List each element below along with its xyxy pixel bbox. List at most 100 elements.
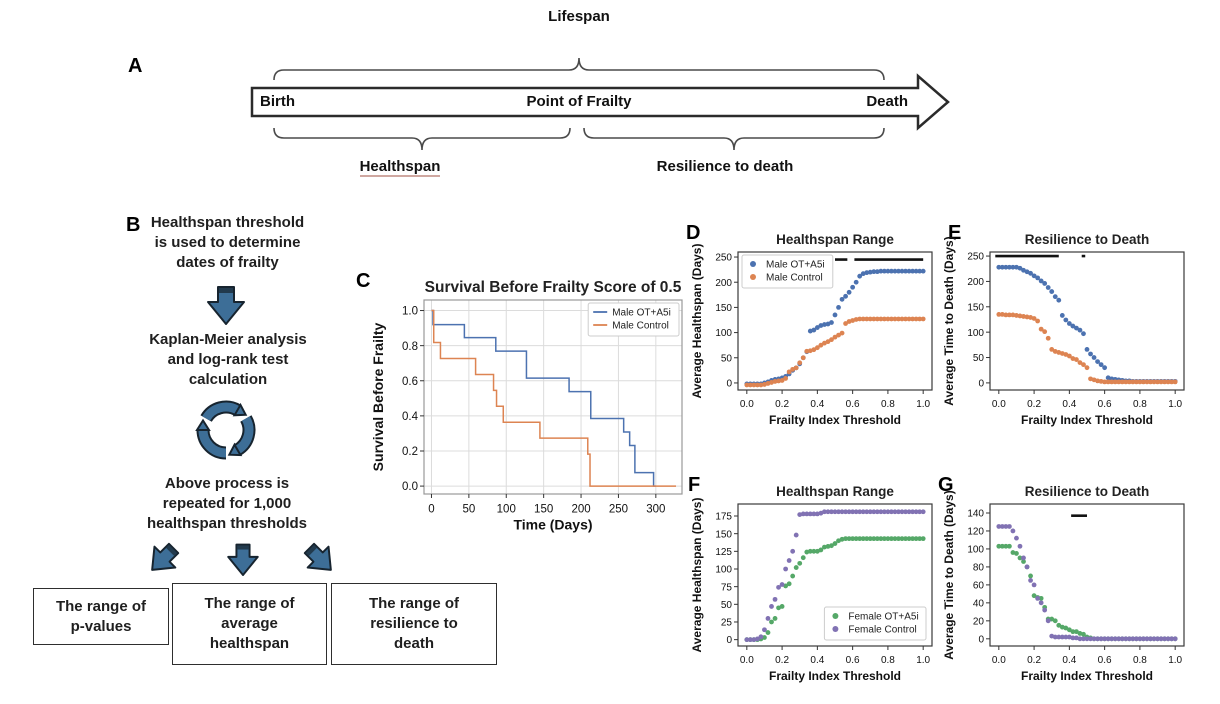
svg-text:0.6: 0.6 <box>846 399 860 410</box>
svg-text:Male OT+A5i: Male OT+A5i <box>766 260 825 271</box>
svg-text:0: 0 <box>726 379 732 390</box>
svg-text:150: 150 <box>715 303 732 314</box>
lifespan-label: Lifespan <box>548 8 610 25</box>
panel-label-e: E <box>948 222 962 244</box>
svg-text:Healthspan Range: Healthspan Range <box>776 484 894 499</box>
point-of-frailty-label: Point of Frailty <box>526 93 632 110</box>
svg-text:Average Time to Death (Days): Average Time to Death (Days) <box>942 490 956 659</box>
svg-text:0.2: 0.2 <box>775 655 789 666</box>
svg-text:250: 250 <box>967 252 984 263</box>
svg-text:Time (Days): Time (Days) <box>513 517 592 533</box>
fan-out-arrow-middle-icon <box>227 543 259 576</box>
fan-out-arrow-right-icon <box>303 542 332 571</box>
svg-text:1.0: 1.0 <box>1168 655 1182 666</box>
svg-text:Resilience to Death: Resilience to Death <box>1025 232 1150 247</box>
svg-text:0.0: 0.0 <box>740 399 754 410</box>
svg-text:100: 100 <box>967 328 984 339</box>
svg-text:0.2: 0.2 <box>775 399 789 410</box>
svg-text:Male Control: Male Control <box>766 273 823 284</box>
panel-label-g: G <box>938 474 954 496</box>
scatter-female-healthspan: 0.0 0.2 0.4 0.6 0.8 1.0 0 25 50 75 100 125 150 175 Hea… <box>690 480 940 692</box>
output-box-average-healthspan: The range of average healthspan <box>172 583 327 665</box>
km-plot-male: 0 50 100 150 200 250 300 0.0 0.2 0.4 0.6 0.8 1.0 Surv… <box>372 276 692 542</box>
svg-text:100: 100 <box>715 565 732 576</box>
svg-text:50: 50 <box>721 353 733 364</box>
fan-out-arrow-left-icon <box>151 542 180 571</box>
svg-text:0: 0 <box>726 635 732 646</box>
flow-step-1: Healthspan threshold is used to determin… <box>150 214 305 271</box>
svg-text:0: 0 <box>428 504 434 516</box>
svg-text:0.6: 0.6 <box>846 655 860 666</box>
svg-text:140: 140 <box>967 509 984 520</box>
svg-text:120: 120 <box>967 527 984 538</box>
svg-text:75: 75 <box>721 582 733 593</box>
svg-text:20: 20 <box>973 616 985 627</box>
svg-text:60: 60 <box>973 580 985 591</box>
scatter-male-healthspan: 0.0 0.2 0.4 0.6 0.8 1.0 0 50 100 150 200 250 Healths… <box>690 228 940 434</box>
svg-text:1.0: 1.0 <box>1168 399 1182 410</box>
svg-text:40: 40 <box>973 598 985 609</box>
svg-text:Average Time to Death (Days): Average Time to Death (Days) <box>942 236 956 405</box>
svg-text:0: 0 <box>978 634 984 645</box>
healthspan-label: Healthspan <box>359 158 441 177</box>
panel-label-a: A <box>128 55 143 77</box>
svg-text:0: 0 <box>978 378 984 389</box>
svg-text:Resilience to Death: Resilience to Death <box>1025 484 1150 499</box>
resilience-label: Resilience to death <box>656 158 794 175</box>
svg-text:200: 200 <box>571 504 590 516</box>
timeline-arrow <box>250 73 950 131</box>
svg-text:0.4: 0.4 <box>810 655 824 666</box>
resilience-brace <box>583 127 885 151</box>
svg-text:250: 250 <box>609 504 628 516</box>
svg-text:250: 250 <box>715 253 732 264</box>
svg-text:100: 100 <box>715 328 732 339</box>
svg-text:1.0: 1.0 <box>916 399 930 410</box>
svg-text:150: 150 <box>534 504 553 516</box>
svg-text:0.4: 0.4 <box>1062 655 1076 666</box>
svg-text:0.4: 0.4 <box>1062 399 1076 410</box>
svg-text:0.8: 0.8 <box>881 655 895 666</box>
svg-text:200: 200 <box>967 277 984 288</box>
svg-text:0.2: 0.2 <box>1027 655 1041 666</box>
svg-text:50: 50 <box>462 504 475 516</box>
scatter-male-resilience: 0.0 0.2 0.4 0.6 0.8 1.0 0 50 100 150 200 250 Resilie… <box>942 228 1192 434</box>
svg-text:Male Control: Male Control <box>612 321 669 332</box>
birth-label: Birth <box>260 93 295 110</box>
svg-text:Survival Before Frailty Score: Survival Before Frailty Score of 0.5 <box>425 279 682 296</box>
svg-text:0.8: 0.8 <box>1133 399 1147 410</box>
svg-text:Female Control: Female Control <box>848 625 916 636</box>
svg-text:Frailty Index Threshold: Frailty Index Threshold <box>769 413 901 427</box>
svg-text:0.6: 0.6 <box>1098 655 1112 666</box>
svg-text:Frailty Index Threshold: Frailty Index Threshold <box>769 669 901 683</box>
output-box-resilience: The range of resilience to death <box>331 583 497 665</box>
svg-text:Female OT+A5i: Female OT+A5i <box>848 612 918 623</box>
svg-text:1.0: 1.0 <box>402 306 418 318</box>
svg-text:0.0: 0.0 <box>992 399 1006 410</box>
flow-step-3: Above process is repeated for 1,000 heal… <box>146 475 308 532</box>
svg-text:Frailty Index Threshold: Frailty Index Threshold <box>1021 669 1153 683</box>
fan-out-arrows-icon <box>151 542 332 576</box>
cycle-icon <box>195 400 256 460</box>
svg-text:50: 50 <box>973 353 985 364</box>
panel-label-c: C <box>356 270 371 292</box>
svg-text:100: 100 <box>497 504 516 516</box>
svg-text:0.6: 0.6 <box>1098 399 1112 410</box>
svg-text:150: 150 <box>715 529 732 540</box>
svg-text:175: 175 <box>715 512 732 523</box>
flow-step-2: Kaplan-Meier analysis and log-rank test … <box>149 331 307 388</box>
svg-text:Male OT+A5i: Male OT+A5i <box>612 308 671 319</box>
timeline-graphic <box>250 57 950 151</box>
panel-label-d: D <box>686 222 701 244</box>
svg-text:Healthspan Range: Healthspan Range <box>776 232 894 247</box>
svg-text:Survival Before Frailty: Survival Before Frailty <box>372 322 386 471</box>
down-arrow-icon <box>207 286 245 325</box>
svg-text:0.2: 0.2 <box>402 446 418 458</box>
death-label: Death <box>866 93 908 110</box>
svg-text:125: 125 <box>715 547 732 558</box>
svg-text:0.0: 0.0 <box>740 655 754 666</box>
svg-text:0.2: 0.2 <box>1027 399 1041 410</box>
svg-text:150: 150 <box>967 302 984 313</box>
svg-text:0.4: 0.4 <box>810 399 824 410</box>
svg-text:0.8: 0.8 <box>402 341 418 353</box>
